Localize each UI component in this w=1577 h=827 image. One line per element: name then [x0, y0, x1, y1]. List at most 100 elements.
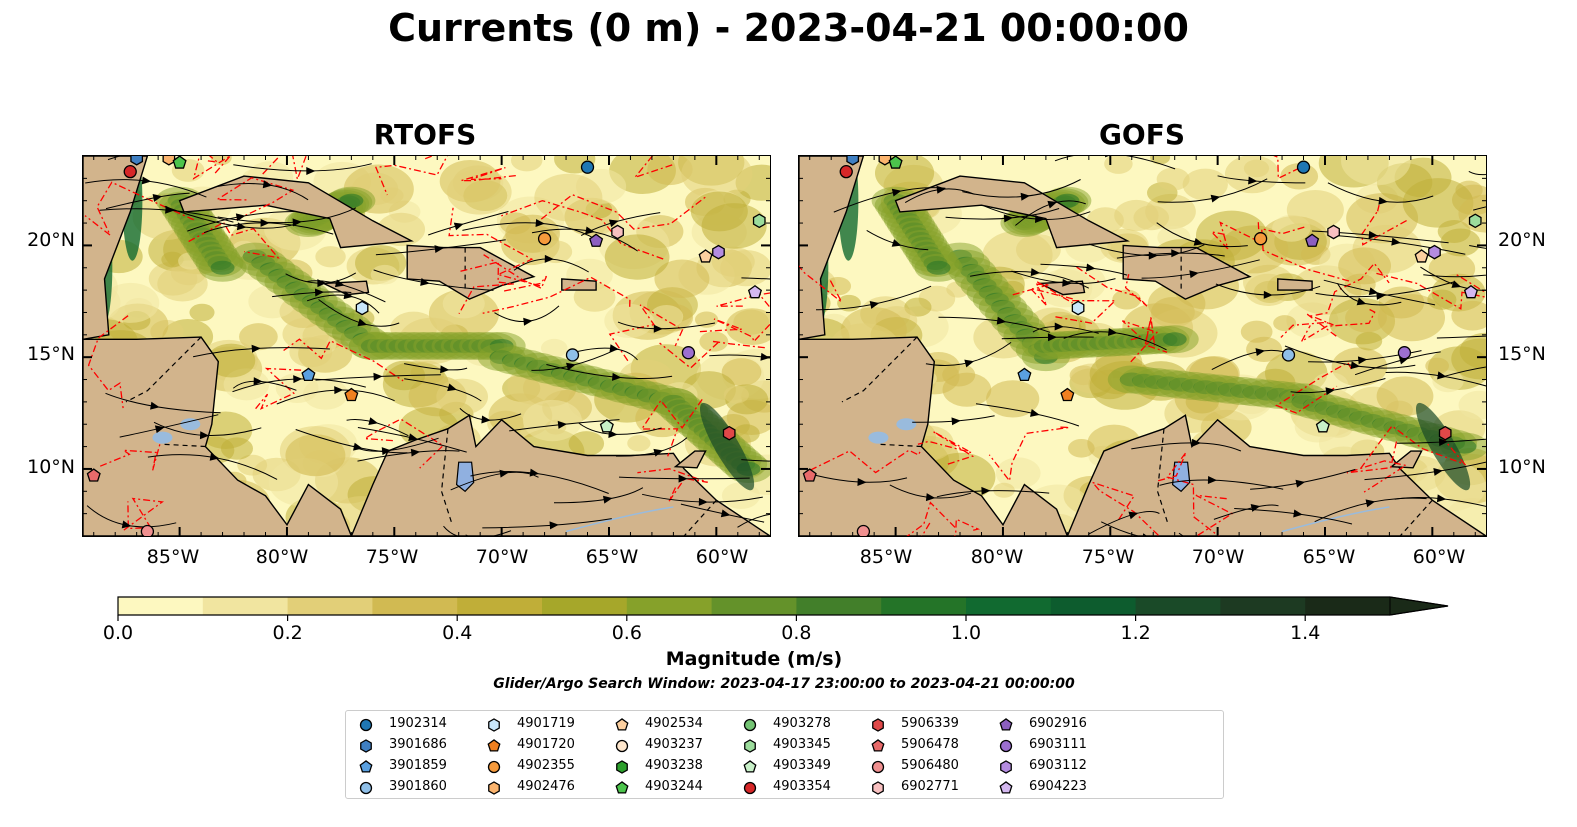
legend-marker-4903354	[743, 781, 757, 795]
legend-marker-icon	[616, 760, 628, 774]
lon-label-70-left: 70°W	[475, 546, 529, 568]
float-marker-4902476	[162, 156, 176, 166]
legend-marker-icon	[615, 781, 629, 794]
legend-marker-icon	[743, 760, 757, 773]
float-marker-5906339	[1438, 425, 1452, 441]
lon-label-75-left: 75°W	[365, 546, 419, 568]
legend-label: 4903278	[773, 716, 831, 731]
legend-marker-4903345	[744, 739, 756, 753]
legend-marker-5906339	[872, 718, 884, 732]
legend-marker-4903349	[743, 760, 757, 773]
float-marker-6902771	[1327, 224, 1340, 240]
legend-label: 4903349	[773, 758, 831, 773]
float-marker-3901860	[565, 348, 580, 362]
legend-marker-5906478	[871, 739, 885, 752]
float-marker-1902314	[580, 160, 595, 174]
legend-marker-6902771	[872, 781, 884, 795]
legend-marker-icon	[744, 739, 756, 753]
float-marker-6903111	[681, 346, 696, 360]
legend-marker-icon	[487, 739, 501, 752]
colorbar-segment	[711, 597, 797, 615]
float-marker-4903244	[172, 156, 187, 169]
legend-marker-icon	[871, 760, 885, 774]
legend-label: 4902534	[645, 716, 703, 731]
float-marker-4901720	[344, 387, 359, 402]
legend-label: 4903244	[645, 779, 703, 794]
legend-label: 6903111	[1029, 737, 1087, 752]
legend-marker-icon	[487, 760, 501, 774]
colorbar-tick-label: 1.0	[950, 622, 982, 644]
float-marker-1902314	[1296, 160, 1311, 174]
lat-label-15-right: 15°N	[1498, 343, 1546, 365]
colorbar-segment	[202, 597, 289, 615]
colorbar-segment	[1220, 597, 1306, 615]
lon-label-85-right: 85°W	[859, 546, 913, 568]
colorbar-segment	[287, 597, 373, 615]
lat-label-10-right: 10°N	[1498, 456, 1546, 478]
colorbar-segment	[118, 597, 204, 615]
legend-marker-6904223	[999, 781, 1013, 794]
legend-marker-icon	[999, 739, 1013, 753]
float-marker-4901719	[1071, 300, 1085, 316]
legend-label: 4903237	[645, 737, 703, 752]
legend-marker-4903237	[615, 739, 629, 753]
colorbar-segment	[966, 597, 1052, 615]
legend-marker-icon	[999, 781, 1013, 794]
float-legend: 1902314 3901686 3901859 3901860 4901719 49017…	[345, 710, 1224, 799]
legend-marker-4901720	[487, 739, 501, 752]
legend-label: 3901686	[389, 737, 447, 752]
colorbar-segment	[1050, 597, 1137, 615]
legend-label: 5906339	[901, 716, 959, 731]
colorbar-segment	[542, 597, 628, 615]
legend-marker-icon	[1000, 760, 1012, 774]
lon-label-75-right: 75°W	[1081, 546, 1135, 568]
lon-label-80-right: 80°W	[970, 546, 1024, 568]
map-rtofs	[82, 155, 771, 537]
legend-marker-icon	[488, 781, 500, 795]
lon-label-80-left: 80°W	[255, 546, 309, 568]
float-marker-6902771	[611, 224, 624, 240]
lon-label-65-right: 65°W	[1302, 546, 1356, 568]
legend-marker-6903112	[1000, 760, 1012, 774]
legend-marker-3901686	[360, 739, 372, 753]
lat-label-10-left: 10°N	[27, 456, 75, 478]
legend-marker-icon	[488, 718, 500, 732]
legend-marker-icon	[360, 739, 372, 753]
lon-label-70-right: 70°W	[1191, 546, 1245, 568]
float-marker-4902355	[537, 232, 552, 246]
float-marker-6902916	[1305, 233, 1320, 247]
lat-label-20-right: 20°N	[1498, 229, 1546, 251]
float-marker-4901719	[355, 300, 369, 316]
colorbar-label: Magnitude (m/s)	[665, 648, 843, 670]
lat-label-15-left: 15°N	[27, 343, 75, 365]
float-marker-4903345	[752, 213, 766, 229]
legend-marker-4902355	[487, 760, 501, 774]
panel-title-rtofs: RTOFS	[373, 118, 477, 151]
legend-marker-icon	[615, 739, 629, 753]
legend-marker-icon	[359, 760, 373, 773]
legend-marker-icon	[999, 718, 1013, 731]
map-rtofs-svg	[83, 156, 770, 536]
colorbar	[117, 596, 1449, 621]
float-marker-6904223	[1463, 284, 1479, 299]
float-marker-5906480	[856, 524, 871, 536]
colorbar-segment	[1135, 597, 1221, 615]
colorbar-tick-label: 1.4	[1290, 622, 1321, 644]
legend-marker-4902476	[488, 781, 500, 795]
float-marker-5906478	[802, 468, 817, 482]
float-marker-4903354	[839, 164, 853, 179]
colorbar-tick-label: 0.2	[272, 622, 303, 644]
float-marker-4903349	[599, 419, 614, 433]
float-marker-4903349	[1315, 419, 1330, 433]
colorbar-tick-label: 0.6	[611, 622, 642, 644]
float-marker-6903112	[712, 244, 725, 260]
map-gofs	[798, 155, 1487, 537]
legend-marker-icon	[871, 739, 885, 752]
legend-marker-1902314	[359, 718, 373, 732]
legend-marker-icon	[359, 718, 373, 732]
lon-label-60-right: 60°W	[1412, 546, 1466, 568]
legend-label: 6902916	[1029, 716, 1087, 731]
legend-label: 4903354	[773, 779, 831, 794]
float-marker-3901859	[301, 367, 316, 382]
legend-marker-icon	[872, 781, 884, 795]
